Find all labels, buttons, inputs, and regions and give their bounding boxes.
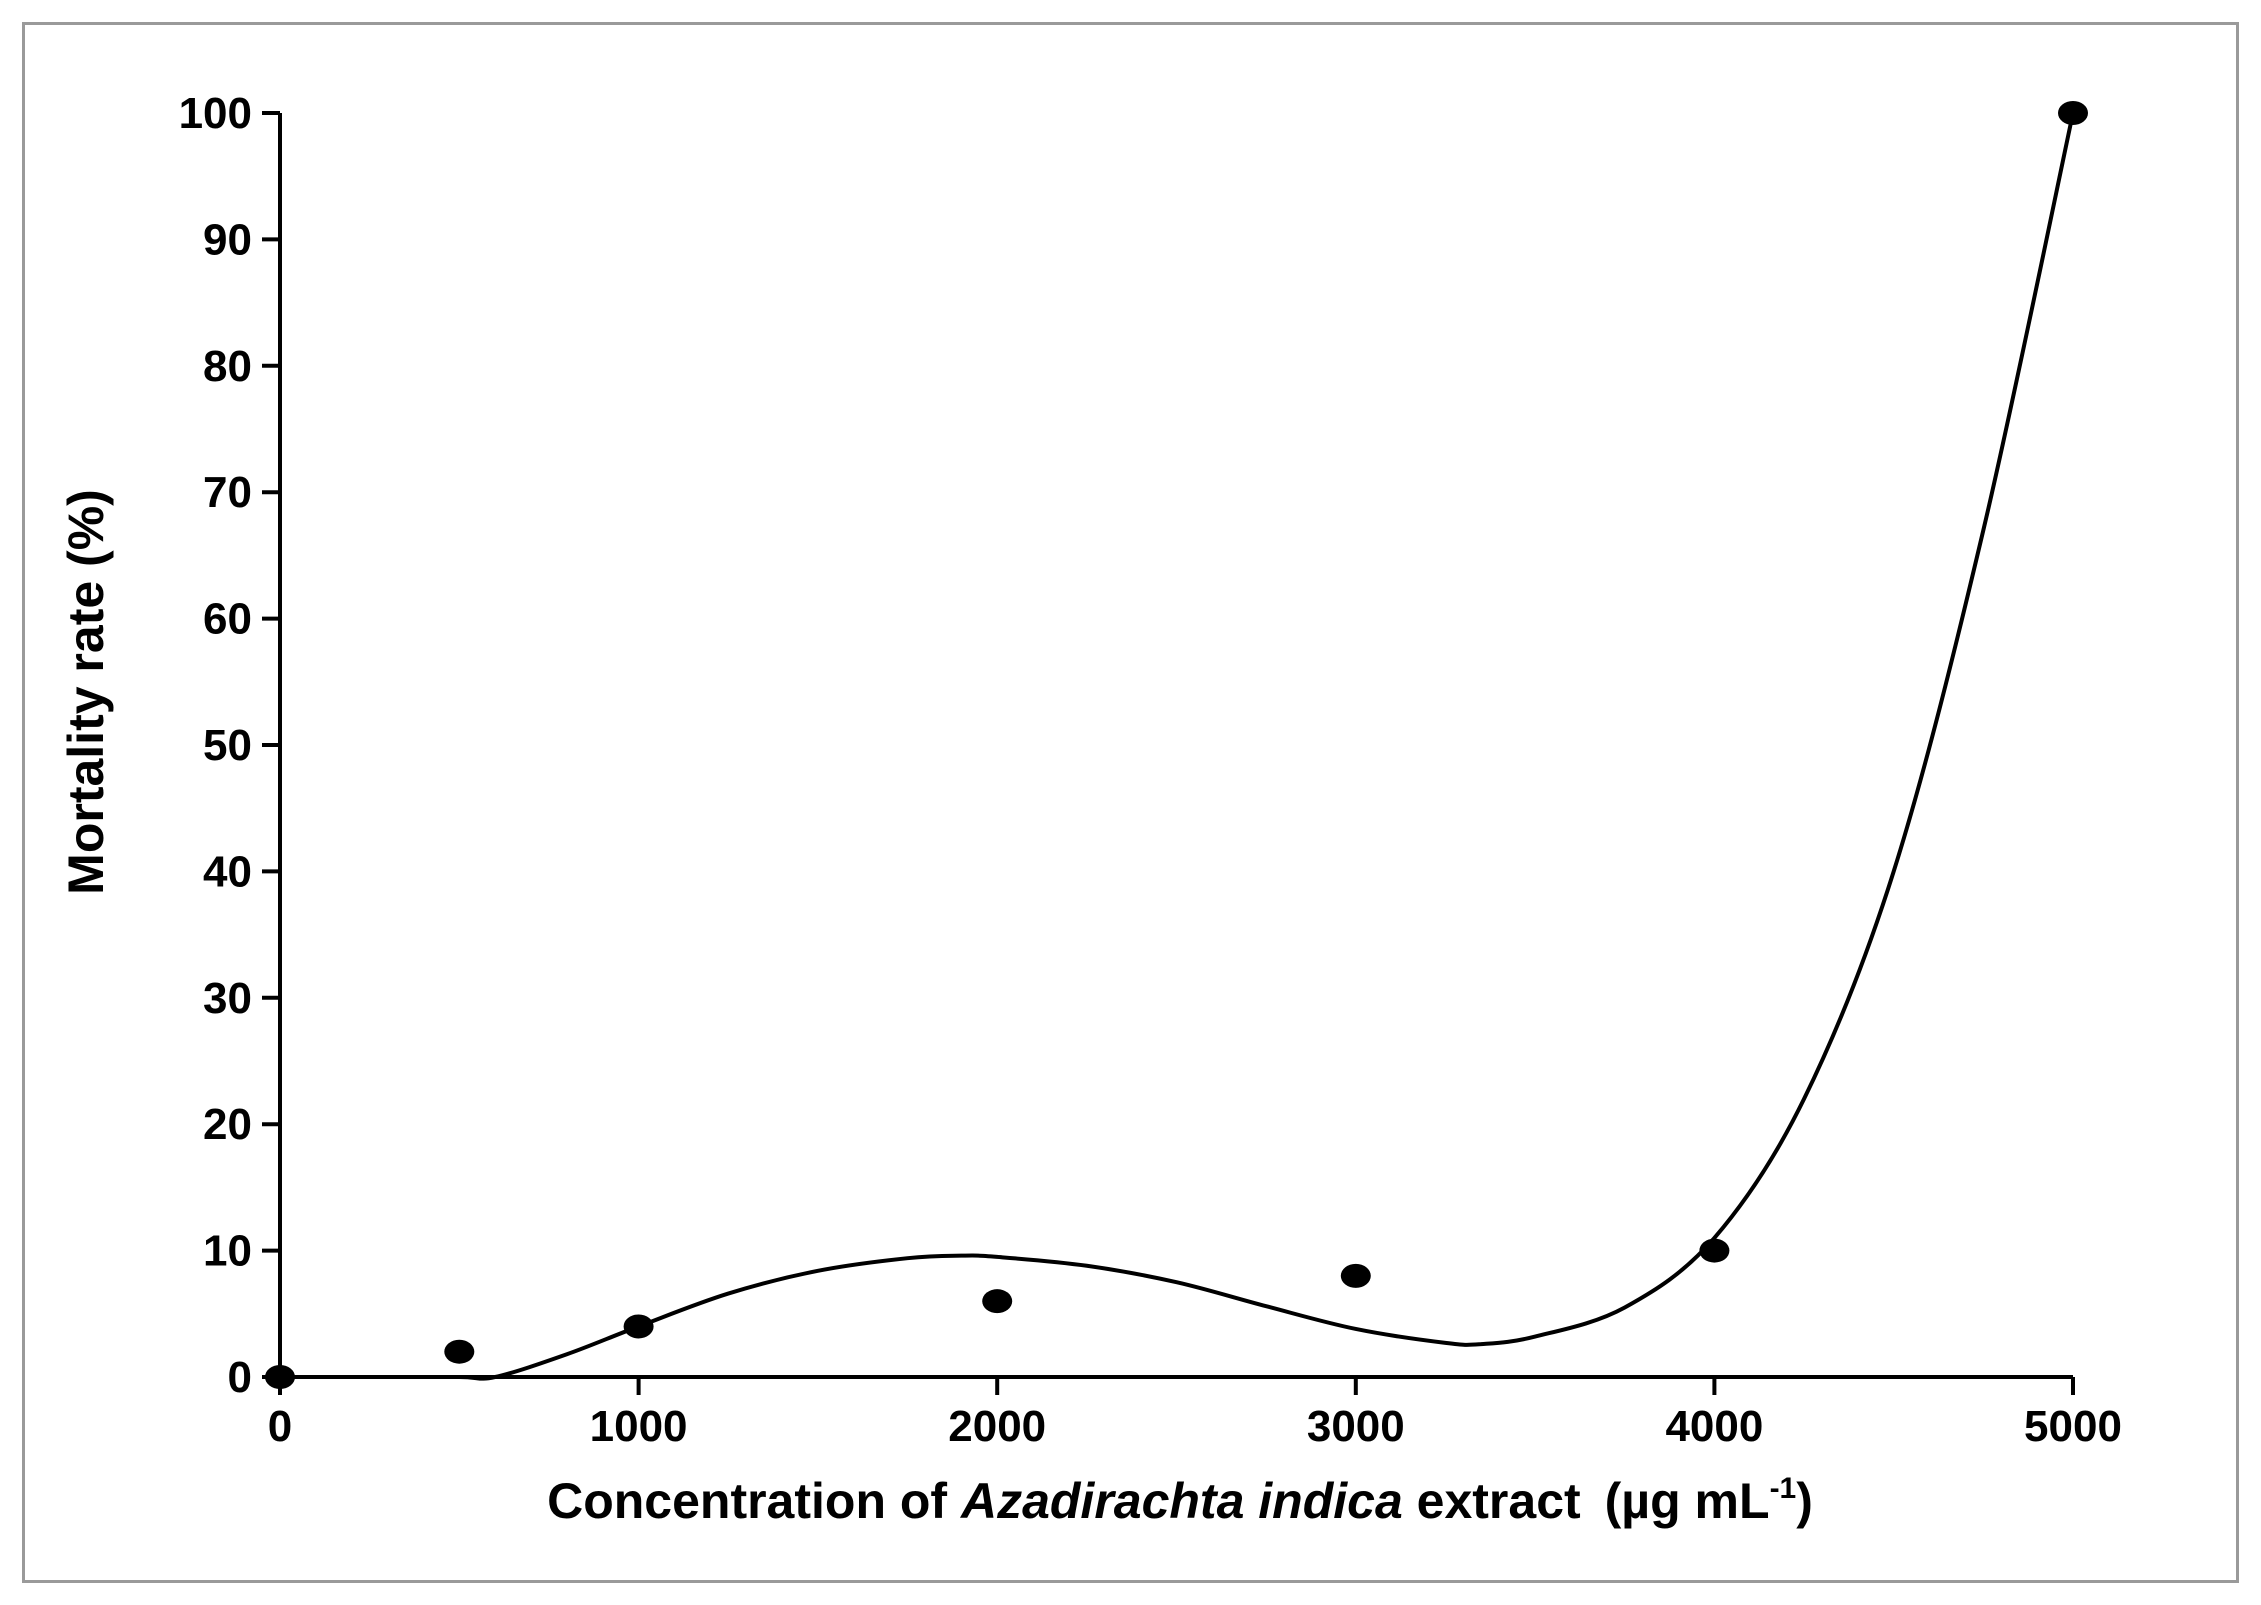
x-axis-title-species: Azadirachta indica xyxy=(959,1473,1403,1529)
data-point-1000 xyxy=(623,1314,654,1339)
x-tick-label-0: 0 xyxy=(268,1402,292,1451)
data-point-4000 xyxy=(1699,1238,1730,1263)
y-tick-label-50: 50 xyxy=(203,721,252,770)
y-tick-label-20: 20 xyxy=(203,1100,252,1149)
y-tick-label-0: 0 xyxy=(228,1353,252,1402)
y-axis-title: Mortality rate (%) xyxy=(58,489,114,895)
data-points xyxy=(265,101,2088,1389)
y-axis-ticks: 0 10 20 30 40 50 60 70 80 90 100 xyxy=(179,89,280,1402)
x-axis-title-suffix: extract xyxy=(1403,1473,1581,1529)
x-tick-label-2000: 2000 xyxy=(948,1402,1046,1451)
x-axis-ticks: 0 1000 2000 3000 4000 5000 xyxy=(268,1377,2122,1451)
data-point-5000 xyxy=(2058,101,2088,125)
fit-curve xyxy=(278,111,2075,1381)
data-point-0 xyxy=(265,1365,295,1389)
y-tick-label-30: 30 xyxy=(203,974,252,1023)
data-point-2000 xyxy=(982,1289,1013,1314)
y-tick-label-100: 100 xyxy=(179,89,252,138)
x-tick-label-1000: 1000 xyxy=(590,1402,688,1451)
data-point-3000 xyxy=(1340,1263,1371,1288)
y-tick-label-60: 60 xyxy=(203,595,252,644)
y-tick-label-40: 40 xyxy=(203,847,252,896)
figure-frame xyxy=(22,22,2239,1583)
axes xyxy=(278,113,2073,1379)
x-tick-label-4000: 4000 xyxy=(1665,1402,1763,1451)
y-tick-label-10: 10 xyxy=(203,1227,252,1276)
y-tick-label-70: 70 xyxy=(203,468,252,517)
x-axis-title-prefix: Concentration of xyxy=(547,1473,961,1529)
data-point-500 xyxy=(444,1339,475,1364)
y-tick-label-90: 90 xyxy=(203,215,252,264)
x-tick-label-5000: 5000 xyxy=(2024,1402,2122,1451)
x-axis-title-unit-exponent: -1 xyxy=(1770,1472,1797,1505)
y-tick-label-80: 80 xyxy=(203,342,252,391)
x-axis-title: Concentration of Azadirachta indica extr… xyxy=(547,1472,1813,1529)
x-tick-label-3000: 3000 xyxy=(1307,1402,1405,1451)
x-axis-title-unit-close: ) xyxy=(1796,1473,1813,1529)
x-axis-title-unit: (µg mL xyxy=(1605,1473,1770,1529)
